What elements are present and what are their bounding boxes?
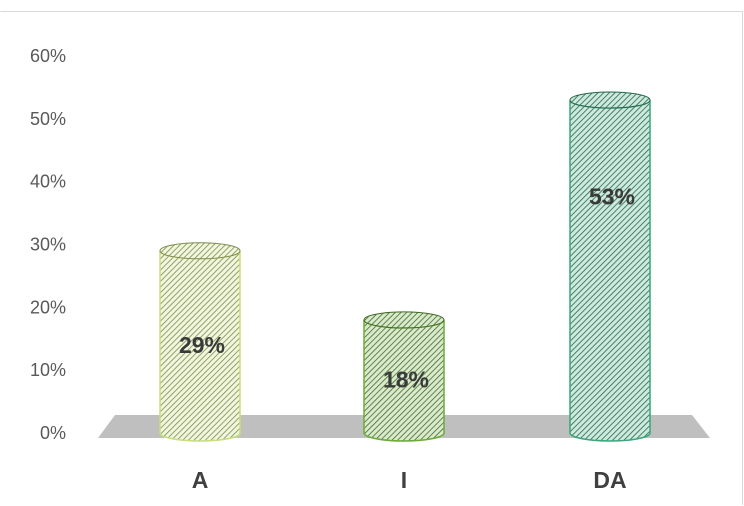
data-label: 18% bbox=[383, 366, 429, 392]
y-tick-label: 60% bbox=[30, 46, 66, 66]
bar-da bbox=[569, 91, 651, 442]
data-label: 29% bbox=[179, 332, 225, 358]
y-tick-label: 0% bbox=[40, 423, 66, 443]
data-label: 53% bbox=[589, 183, 635, 209]
bar-top bbox=[363, 311, 445, 329]
y-tick-label: 10% bbox=[30, 360, 66, 380]
y-tick-label: 40% bbox=[30, 172, 66, 192]
bar-top bbox=[569, 91, 651, 109]
bar-a bbox=[159, 242, 241, 442]
bar-top bbox=[159, 242, 241, 260]
x-tick-label: I bbox=[401, 467, 407, 493]
bar-body bbox=[569, 99, 651, 442]
bar-i bbox=[363, 311, 445, 442]
chart-border bbox=[0, 11, 743, 505]
y-tick-label: 30% bbox=[30, 235, 66, 255]
y-tick-label: 20% bbox=[30, 297, 66, 317]
x-tick-label: A bbox=[192, 467, 209, 493]
x-tick-label: DA bbox=[593, 467, 626, 493]
y-tick-label: 50% bbox=[30, 109, 66, 129]
